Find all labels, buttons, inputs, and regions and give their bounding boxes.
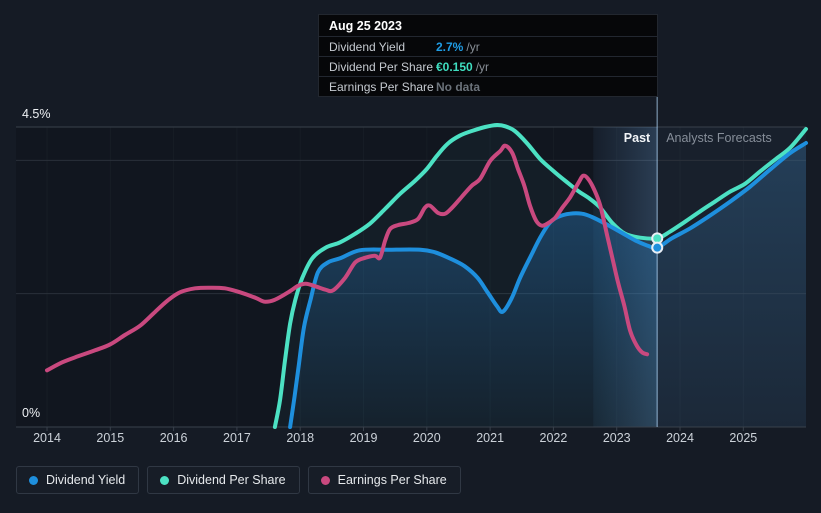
tooltip-value: No data	[436, 79, 481, 94]
dividend-per-share-line[interactable]	[272, 122, 808, 429]
x-tick-label: 2021	[476, 431, 504, 445]
x-axis-labels: 2014 2015 2016 2017 2018 2019 2020 2021 2022 2023…	[33, 431, 757, 445]
tooltip-suffix: /yr	[475, 59, 490, 74]
legend-label-dividend-yield: Dividend Yield	[46, 473, 126, 487]
marker-dot-dividend-yield[interactable]	[651, 241, 664, 254]
tooltip-date: Aug 25 2023	[329, 19, 402, 33]
dividend-yield-line[interactable]	[288, 141, 808, 429]
tooltip-label: Dividend Yield	[329, 39, 406, 54]
dividend-per-share-dot-icon	[160, 475, 170, 485]
chart-legend: Dividend Yield Dividend Per Share Earnin…	[16, 466, 461, 494]
x-tick-label: 2025	[729, 431, 757, 445]
marker-dots	[651, 232, 664, 254]
legend-label-dividend-per-share: Dividend Per Share	[177, 473, 286, 487]
past-region-label: Past	[624, 131, 651, 145]
x-tick-label: 2016	[160, 431, 188, 445]
series-areas	[274, 124, 806, 427]
dividend-yield-area-forecast	[657, 143, 806, 427]
y-axis-top-label: 4.5%	[22, 107, 51, 121]
chart-tooltip: Aug 25 2023 Dividend Yield 2.7% /yr Divi…	[318, 14, 658, 97]
series-lines	[45, 122, 808, 429]
tooltip-row-earnings-per-share: Earnings Per Share No data	[319, 76, 657, 96]
tooltip-row-dividend-per-share: Dividend Per Share €0.150 /yr	[319, 56, 657, 76]
tooltip-label: Earnings Per Share	[329, 79, 434, 94]
x-tick-label: 2019	[350, 431, 378, 445]
y-axis-bottom-label: 0%	[22, 406, 40, 420]
x-tick-label: 2020	[413, 431, 441, 445]
dividend-yield-area-past	[290, 213, 658, 427]
x-tick-label: 2015	[96, 431, 124, 445]
legend-label-earnings-per-share: Earnings Per Share	[337, 473, 447, 487]
tooltip-suffix: /yr	[466, 39, 480, 54]
tooltip-value: 2.7%	[436, 39, 464, 54]
x-tick-label: 2014	[33, 431, 61, 445]
earnings-per-share-dot-icon	[320, 475, 330, 485]
earnings-per-share-line[interactable]	[45, 143, 650, 373]
x-tick-label: 2017	[223, 431, 251, 445]
legend-item-earnings-per-share[interactable]: Earnings Per Share	[307, 466, 461, 494]
x-axis-ticks	[46, 427, 744, 431]
legend-item-dividend-per-share[interactable]: Dividend Per Share	[147, 466, 300, 494]
x-tick-label: 2018	[286, 431, 314, 445]
forecast-region-label: Analysts Forecasts	[666, 131, 772, 145]
legend-item-dividend-yield[interactable]: Dividend Yield	[16, 466, 140, 494]
tooltip-label: Dividend Per Share	[329, 59, 434, 74]
x-tick-label: 2023	[603, 431, 631, 445]
tooltip-value: €0.150	[436, 59, 473, 74]
dividend-yield-dot-icon	[29, 475, 38, 485]
x-tick-label: 2022	[540, 431, 568, 445]
x-tick-label: 2024	[666, 431, 694, 445]
tooltip-row-dividend-yield: Dividend Yield 2.7% /yr	[319, 36, 657, 56]
